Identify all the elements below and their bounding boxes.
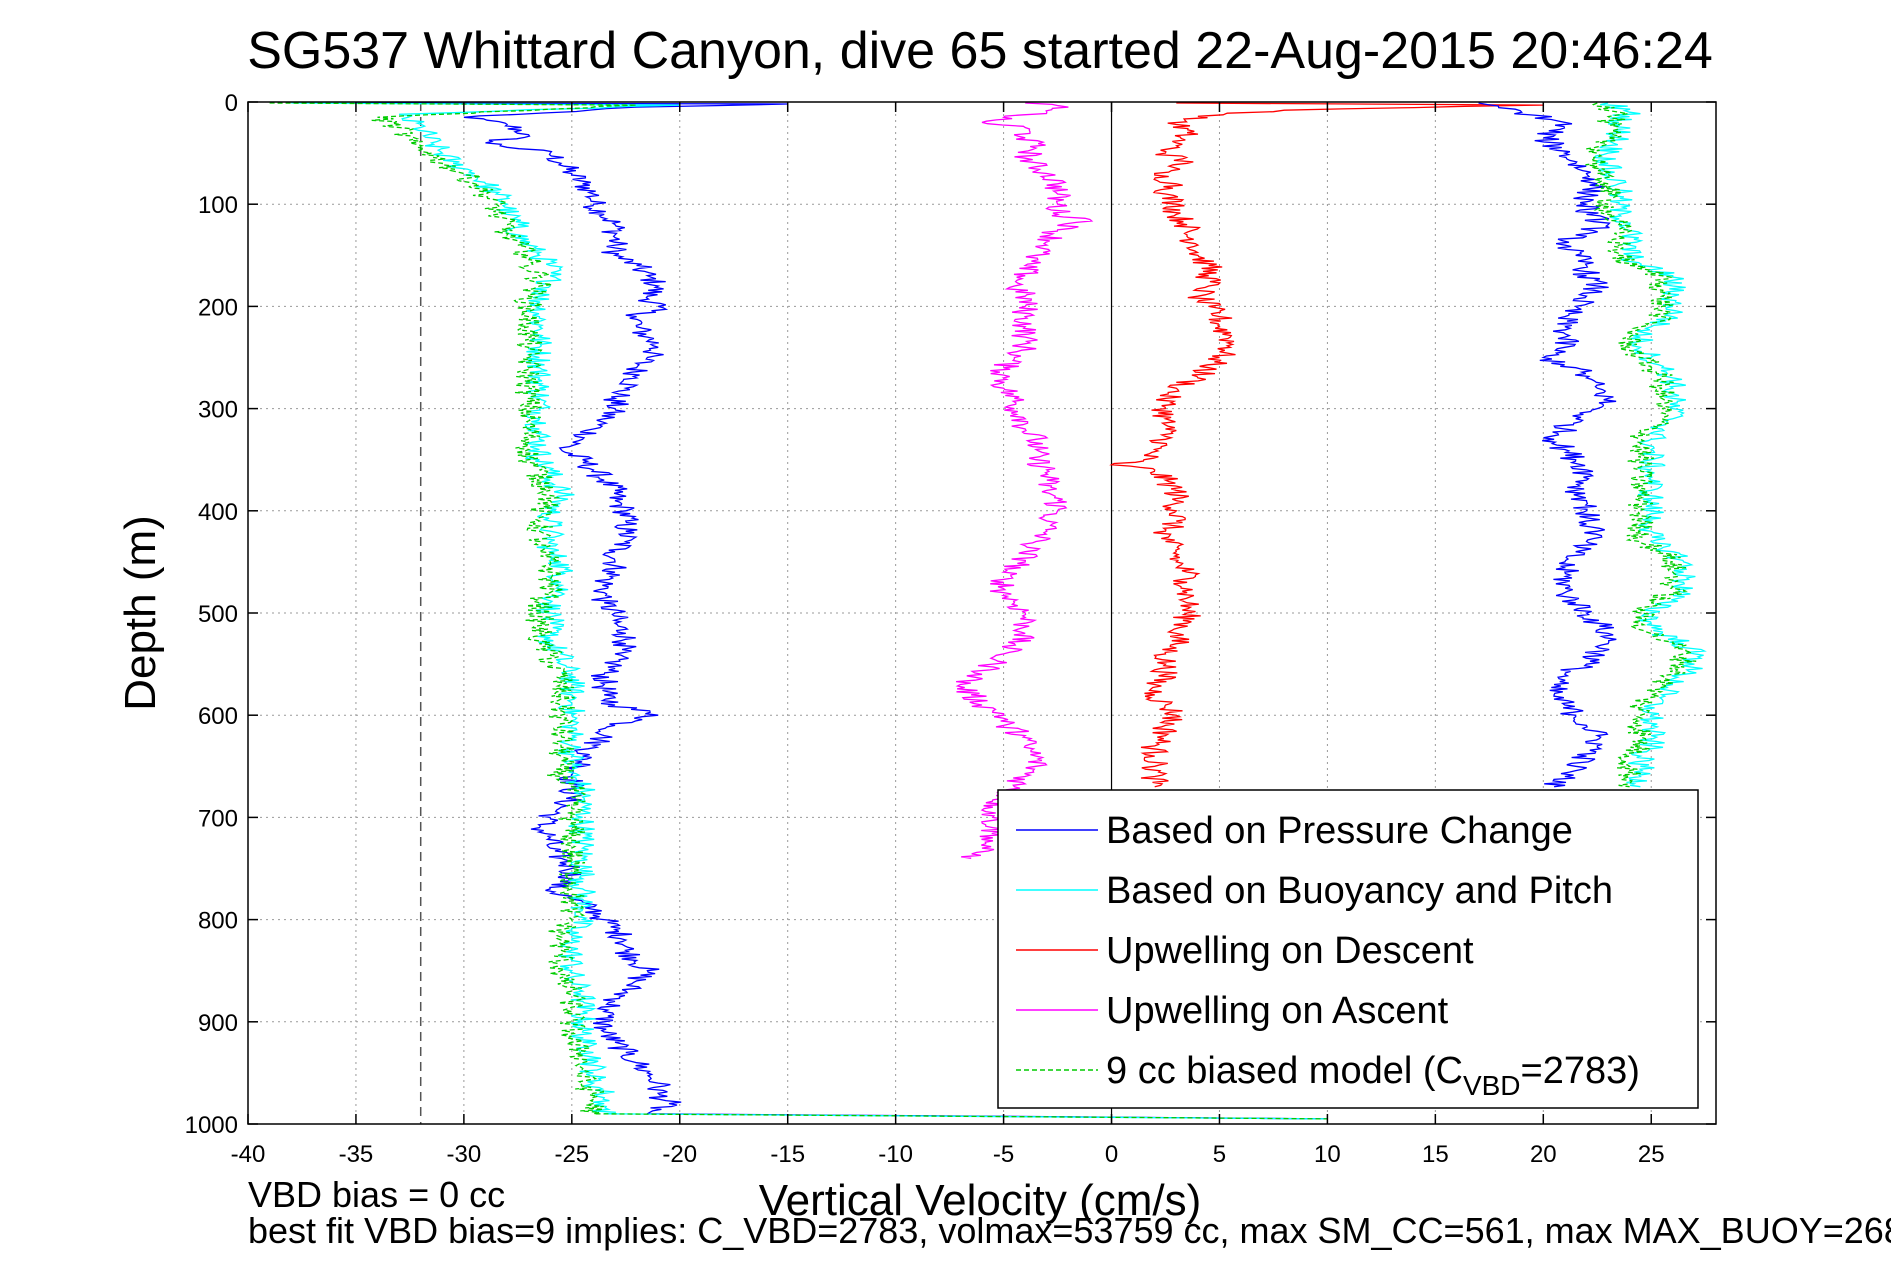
x-tick-label: -20 (662, 1141, 697, 1168)
series-line-profile-5 (1478, 102, 1617, 788)
x-tick-label: 0 (1105, 1141, 1118, 1168)
x-tick-label: -30 (447, 1141, 482, 1168)
y-tick-label: 0 (225, 90, 238, 117)
y-tick-label: 500 (198, 601, 238, 628)
y-tick-label: 700 (198, 805, 238, 832)
annotation-best-fit: best fit VBD bias=9 implies: C_VBD=2783,… (248, 1210, 1891, 1251)
series-line-based-on-pressure-change (355, 102, 1328, 1120)
x-tick-label: 20 (1530, 1141, 1557, 1168)
y-tick-label: 1000 (185, 1112, 238, 1139)
series-layer (269, 102, 1707, 1120)
x-axis-label: Vertical Velocity (cm/s) (759, 1176, 1202, 1225)
chart-title: SG537 Whittard Canyon, dive 65 started 2… (247, 22, 1713, 80)
y-tick-label: 800 (198, 908, 238, 935)
annotation-vbd-bias: VBD bias = 0 cc (248, 1174, 505, 1215)
series-line-based-on-buoyancy-and-pitch (291, 102, 1328, 1120)
x-tick-label: -5 (993, 1141, 1014, 1168)
legend-label-subscript: VBD (1463, 1070, 1521, 1101)
x-tick-label: -15 (770, 1141, 805, 1168)
series-line-upwelling-on-ascent (955, 102, 1094, 859)
y-tick-label: 100 (198, 192, 238, 219)
y-tick-label: 900 (198, 1010, 238, 1037)
legend-label-main: 9 cc biased model (C (1106, 1050, 1463, 1092)
y-tick-label: 400 (198, 499, 238, 526)
series-line-profile-6 (1593, 102, 1707, 788)
x-tick-label: 5 (1213, 1141, 1226, 1168)
x-tick-label: 15 (1422, 1141, 1449, 1168)
legend-label: Upwelling on Ascent (1106, 990, 1449, 1032)
y-tick-label: 600 (198, 703, 238, 730)
legend-label: Based on Buoyancy and Pitch (1106, 870, 1613, 912)
y-tick-label: 300 (198, 397, 238, 424)
axis-ticks: -40 -35 -30 -25 -20 -15 -10 -5 0 5 10 15 20 25 0 100 200… (185, 90, 1716, 1168)
x-tick-label: -10 (878, 1141, 913, 1168)
legend-box (997, 789, 1699, 1109)
x-tick-label: 25 (1638, 1141, 1665, 1168)
y-axis-label: Depth (m) (116, 515, 165, 711)
x-tick-label: -25 (554, 1141, 589, 1168)
x-tick-label: -35 (339, 1141, 374, 1168)
legend-label: 9 cc biased model (CVBD=2783) (1106, 1050, 1640, 1101)
series-line-9-cc-biased-model-c-vbd-2783 (269, 102, 1328, 1120)
series-line-upwelling-on-descent (1109, 102, 1544, 788)
legend-label-tail: =2783) (1521, 1050, 1640, 1092)
x-tick-label: 10 (1314, 1141, 1341, 1168)
x-tick-label: -40 (231, 1141, 266, 1168)
legend-label: Based on Pressure Change (1106, 810, 1573, 852)
series-line-profile-7 (1585, 102, 1697, 788)
legend-label: Upwelling on Descent (1106, 930, 1474, 972)
y-tick-label: 200 (198, 294, 238, 321)
legend: Based on Pressure Change Based on Buoyanc… (997, 789, 1699, 1109)
